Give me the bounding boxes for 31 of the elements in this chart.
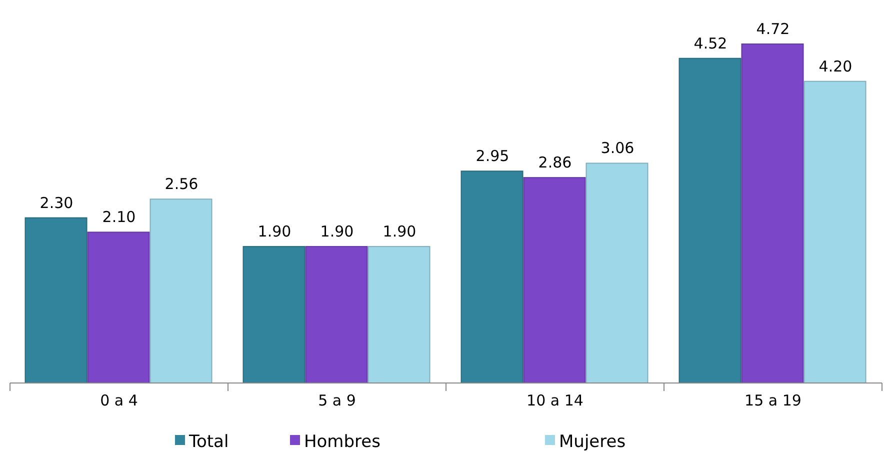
data-label: 2.95 (476, 147, 510, 166)
x-tick-label: 5 a 9 (318, 392, 356, 410)
data-label: 1.90 (382, 222, 416, 241)
data-label: 2.56 (164, 175, 198, 194)
data-label: 3.06 (600, 139, 634, 158)
data-label: 2.86 (538, 154, 572, 172)
data-label: 4.72 (756, 20, 790, 38)
legend-label: Hombres (304, 432, 381, 452)
legend-label: Total (188, 432, 229, 452)
bar (678, 58, 742, 384)
bar (305, 246, 368, 384)
data-label: 1.90 (258, 222, 292, 241)
data-label: 2.30 (40, 194, 74, 212)
bar (87, 232, 150, 384)
bar (586, 162, 648, 384)
x-tick-label: 0 a 4 (100, 392, 138, 410)
bar (150, 198, 212, 384)
bar (804, 80, 866, 384)
bar (460, 170, 524, 384)
bar (242, 246, 306, 384)
legend-label: Mujeres (559, 432, 626, 452)
data-label: 4.52 (694, 34, 728, 52)
x-tick-label: 10 a 14 (526, 392, 584, 410)
bar (741, 44, 804, 384)
x-tick-label: 15 a 19 (744, 392, 802, 410)
data-label: 2.10 (102, 208, 136, 226)
bar (368, 246, 430, 384)
data-label: 4.20 (818, 57, 852, 76)
bar (523, 177, 586, 384)
data-label: 1.90 (320, 222, 354, 241)
bar (24, 217, 88, 384)
